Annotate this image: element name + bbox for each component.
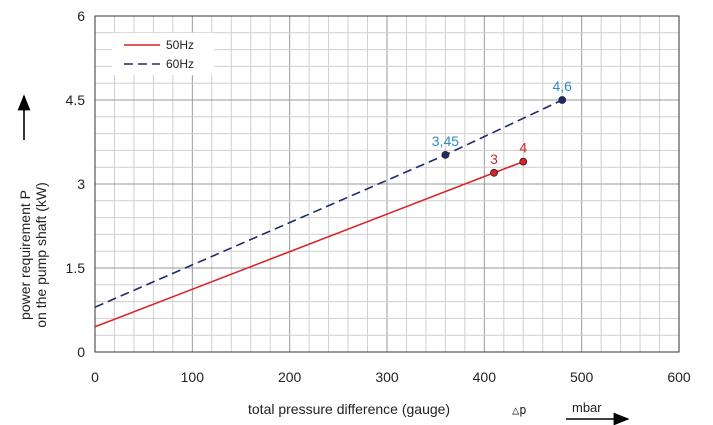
x-tick-label: 600 xyxy=(667,369,691,385)
legend: 50Hz 60Hz xyxy=(112,33,214,75)
x-tick-label: 500 xyxy=(570,369,594,385)
data-point-label: 3,45 xyxy=(432,133,459,149)
data-point-label: 4,6 xyxy=(552,78,572,94)
x-tick-label: 200 xyxy=(278,369,302,385)
data-point-marker xyxy=(558,96,567,104)
plot-frame xyxy=(94,15,680,353)
y-tick-label: 6 xyxy=(77,8,85,24)
y-tick-label: 1.5 xyxy=(66,260,86,276)
data-point-marker xyxy=(441,150,450,159)
x-tick-label: 400 xyxy=(473,369,497,385)
x-tick-label: 300 xyxy=(375,369,399,385)
x-axis-symbol: △p xyxy=(512,403,526,417)
y-axis-title-line1: power requirement P xyxy=(17,190,33,320)
legend-label-50hz: 50Hz xyxy=(166,38,194,52)
data-point-marker xyxy=(519,157,528,166)
series-layer: 3 4 3,45 4,6 xyxy=(94,78,572,328)
data-point-label: 3 xyxy=(490,151,498,167)
legend-label-60hz: 60Hz xyxy=(166,57,194,71)
x-axis-title: total pressure difference (gauge) xyxy=(248,401,450,417)
x-tick-label: 100 xyxy=(181,369,205,385)
tick-labels: 0 100 200 300 400 500 600 0 1.5 3 4.5 6 xyxy=(66,8,691,385)
y-tick-label: 3 xyxy=(77,176,85,192)
x-tick-label: 0 xyxy=(91,369,99,385)
x-axis-unit: mbar xyxy=(572,400,602,415)
y-tick-label: 0 xyxy=(77,344,85,360)
data-point-marker xyxy=(490,168,498,177)
y-axis-title-line2: on the pump shaft (kW) xyxy=(33,182,49,328)
y-tick-label: 4.5 xyxy=(66,92,86,108)
data-point-label: 4 xyxy=(519,140,527,156)
legend-box xyxy=(112,33,214,75)
